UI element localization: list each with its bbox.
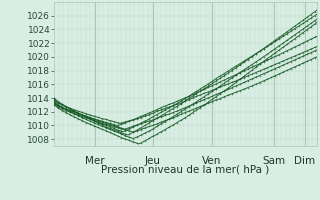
Text: Jeu: Jeu xyxy=(145,156,161,166)
X-axis label: Pression niveau de la mer( hPa ): Pression niveau de la mer( hPa ) xyxy=(101,164,270,174)
Text: Dim: Dim xyxy=(294,156,316,166)
Text: Ven: Ven xyxy=(202,156,221,166)
Text: Mer: Mer xyxy=(85,156,105,166)
Text: Sam: Sam xyxy=(262,156,285,166)
